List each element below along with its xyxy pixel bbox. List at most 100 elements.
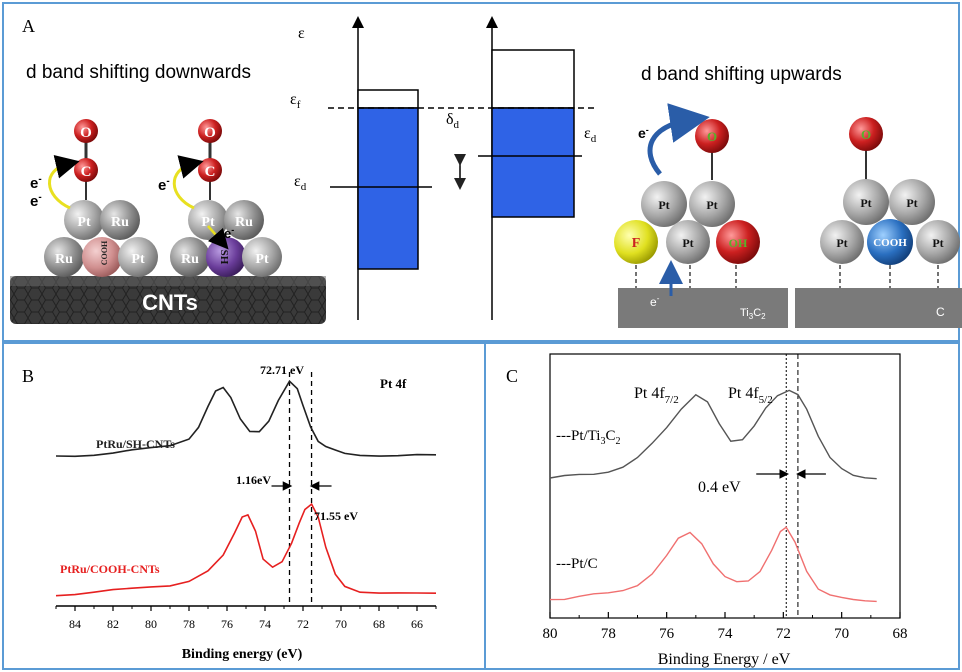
b-series-line bbox=[55, 379, 437, 458]
c-tick-label: 68 bbox=[893, 626, 908, 642]
svg-text:Pt: Pt bbox=[906, 196, 917, 210]
cluster-ti3c2: O Pt Pt F Pt OH bbox=[614, 119, 760, 264]
o-atom bbox=[849, 117, 883, 151]
c-annot-shift: 0.4 eV bbox=[698, 479, 741, 496]
cluster-carbon: O Pt Pt Pt COOH Pt bbox=[820, 117, 960, 265]
svg-text:Pt: Pt bbox=[658, 198, 669, 212]
c-atom bbox=[198, 158, 222, 182]
b-label-cooh: PtRu/COOH-CNTs bbox=[60, 562, 160, 576]
electron-arrow bbox=[207, 225, 229, 250]
ru-atom bbox=[44, 237, 84, 277]
b-annot-peak2: 71.55 eV bbox=[314, 509, 358, 523]
left-band-empty bbox=[357, 89, 419, 109]
panel-c-frame bbox=[484, 342, 960, 670]
svg-text:C: C bbox=[81, 164, 92, 180]
left-title: d band shifting downwards bbox=[26, 62, 251, 83]
electron-curve-arrow bbox=[647, 103, 710, 176]
svg-text:Pt: Pt bbox=[860, 196, 871, 210]
epsilon-f-label: εf bbox=[290, 91, 301, 111]
panel-a-letter: A bbox=[22, 16, 35, 36]
cluster-sh: O C Ru SH Pt Pt Ru bbox=[170, 119, 282, 277]
svg-text:Pt: Pt bbox=[131, 252, 145, 267]
b-tick-label: 80 bbox=[145, 617, 157, 631]
pt-atom bbox=[641, 181, 687, 227]
c-label-ti3c2: ---Pt/Ti3C2 bbox=[556, 428, 620, 447]
panel-c-plot bbox=[549, 354, 877, 618]
panel-b-axes: 84 82 80 78 76 74 72 70 68 66 bbox=[55, 605, 437, 631]
panel-b-title: Pt 4f bbox=[380, 376, 407, 391]
c-tick-label: 74 bbox=[718, 626, 734, 642]
svg-text:COOH: COOH bbox=[873, 237, 907, 249]
svg-text:Ru: Ru bbox=[55, 252, 73, 267]
c-tick-label: 78 bbox=[601, 626, 616, 642]
b-tick-label: 82 bbox=[107, 617, 119, 631]
support-dashes bbox=[635, 258, 939, 288]
pt-atom bbox=[820, 220, 864, 264]
panel-a-frame bbox=[2, 2, 960, 342]
panel-b: B Pt 4f 84 82 80 78 76 74 72 70 68 66 72.71 eV 1.… bbox=[22, 363, 437, 662]
svg-text:Ru: Ru bbox=[235, 215, 253, 230]
panel-a: A d band shifting downwards d band shift… bbox=[10, 16, 962, 328]
c-tick-label: 72 bbox=[776, 626, 791, 642]
pt-atom bbox=[118, 237, 158, 277]
b-tick-label: 68 bbox=[373, 617, 385, 631]
electron-arrow bbox=[172, 155, 204, 210]
o-atom bbox=[74, 119, 98, 143]
b-annot-peak: 72.71 eV bbox=[260, 363, 304, 377]
panel-c-letter: C bbox=[506, 366, 518, 386]
svg-text:Pt: Pt bbox=[201, 215, 215, 230]
electron-arrow bbox=[48, 155, 80, 210]
c-support-label: C bbox=[936, 305, 945, 319]
ru-atom bbox=[224, 200, 264, 240]
ti3c2-label: Ti3C2 bbox=[740, 307, 766, 321]
electron-label: e- bbox=[224, 225, 234, 241]
c-tick-label: 80 bbox=[543, 626, 558, 642]
cnt-tube-shade bbox=[10, 276, 326, 286]
electron-label: e- bbox=[638, 125, 649, 141]
svg-text:SH: SH bbox=[218, 250, 230, 265]
panel-b-plot bbox=[55, 372, 437, 606]
c-series-line bbox=[549, 526, 877, 603]
b-tick-label: 78 bbox=[183, 617, 195, 631]
c-support bbox=[795, 288, 962, 328]
cluster-cooh: O C Ru COOH Pt Pt Ru bbox=[44, 119, 158, 277]
svg-text:Ru: Ru bbox=[181, 252, 199, 267]
b-tick-label: 66 bbox=[411, 617, 423, 631]
svg-text:C: C bbox=[205, 164, 216, 180]
electron-label: e- bbox=[30, 174, 42, 192]
svg-text:O: O bbox=[861, 127, 871, 142]
c-tick-label: 76 bbox=[659, 626, 675, 642]
epsilon-label: ε bbox=[298, 25, 305, 42]
oh-atom bbox=[716, 220, 760, 264]
svg-text:O: O bbox=[80, 125, 92, 141]
pt-atom bbox=[64, 200, 104, 240]
pt-atom bbox=[666, 220, 710, 264]
svg-text:Pt: Pt bbox=[706, 198, 717, 212]
c-tick-label: 70 bbox=[834, 626, 849, 642]
right-title: d band shifting upwards bbox=[641, 64, 842, 85]
svg-text:OH: OH bbox=[729, 236, 748, 250]
svg-text:O: O bbox=[707, 129, 717, 144]
c-series-line bbox=[549, 389, 877, 480]
ru-atom bbox=[170, 237, 210, 277]
cnt-label: CNTs bbox=[142, 290, 198, 315]
delta-d-label: δd bbox=[446, 111, 460, 131]
electron-label: e- bbox=[30, 192, 42, 210]
epsilon-d-right-label: εd bbox=[584, 125, 597, 145]
c-peak1-label: Pt 4f7/2 bbox=[634, 385, 679, 406]
c-label-pc: ---Pt/C bbox=[556, 556, 598, 572]
right-band-empty bbox=[491, 49, 575, 109]
svg-text:Pt: Pt bbox=[682, 236, 693, 250]
band-diagram: ε εf εd εd δd bbox=[290, 16, 598, 320]
ru-atom bbox=[100, 200, 140, 240]
svg-text:Pt: Pt bbox=[932, 236, 943, 250]
b-xlabel: Binding energy (eV) bbox=[182, 647, 303, 662]
svg-text:Pt: Pt bbox=[77, 215, 91, 230]
panel-c: C 80 78 76 74 72 70 68 Pt 4f7/2 Pt 4f5/2 0.4 e… bbox=[506, 353, 908, 668]
ti3c2-support bbox=[618, 288, 788, 328]
svg-text:COOH: COOH bbox=[100, 240, 109, 265]
svg-text:Ru: Ru bbox=[111, 215, 129, 230]
svg-text:Pt: Pt bbox=[836, 236, 847, 250]
panel-c-axes: 80 78 76 74 72 70 68 bbox=[543, 353, 908, 642]
svg-text:O: O bbox=[204, 125, 216, 141]
